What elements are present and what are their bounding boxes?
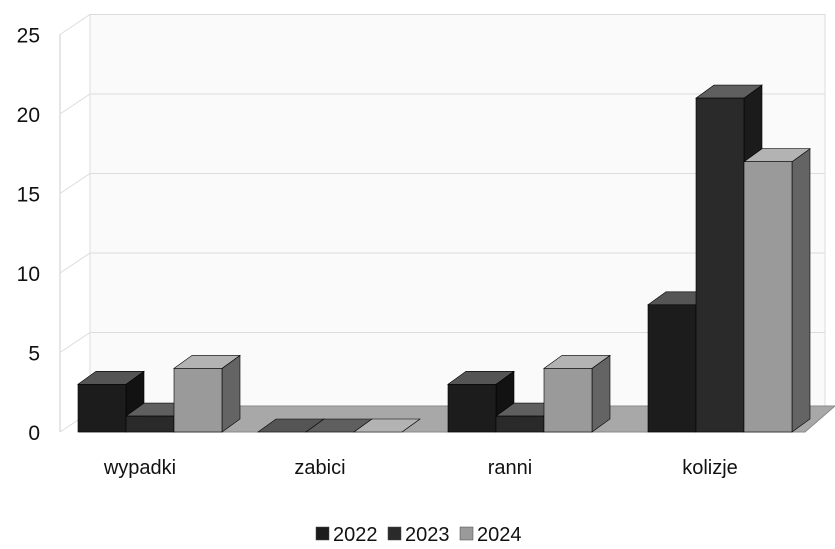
y-tick-label: 0: [28, 422, 40, 445]
bar-front: [77, 383, 127, 433]
bar-side: [591, 354, 611, 433]
x-tick-label: zabici: [294, 457, 345, 479]
bar-front: [173, 368, 223, 433]
bar-side: [791, 148, 811, 433]
bar-ranni-2022: [447, 370, 515, 433]
bar-ranni-2024: [543, 354, 611, 433]
legend: 2022 2023 2024: [315, 524, 522, 546]
legend-swatch: [387, 526, 402, 541]
bar-kolizje-2024: [743, 148, 811, 433]
bar-front: [647, 304, 697, 433]
bar-side: [221, 354, 241, 433]
y-tick-label: 5: [28, 343, 40, 366]
bar-front: [495, 415, 545, 433]
legend-swatch: [459, 526, 474, 541]
legend-swatch: [315, 526, 330, 541]
x-tick-label: wypadki: [103, 457, 176, 479]
bar-front: [743, 161, 793, 433]
y-axis: 0 5 10 15 20 25: [17, 25, 40, 446]
bar-wypadki-2024: [173, 354, 241, 433]
bar-zabici-2024: [353, 418, 421, 433]
bar-front: [125, 415, 175, 433]
bar-top: [353, 418, 421, 433]
legend-item-2022: 2022: [315, 524, 378, 546]
y-tick-label: 25: [17, 25, 40, 48]
x-axis: wypadki zabici ranni kolizje: [103, 457, 738, 479]
bar-front: [543, 368, 593, 433]
y-tick-label: 10: [17, 263, 40, 286]
y-tick-label: 15: [17, 184, 40, 207]
y-tick-label: 20: [17, 104, 40, 127]
bar-front: [695, 97, 745, 433]
legend-label: 2024: [477, 524, 522, 546]
bar-front: [447, 383, 497, 433]
bars: [77, 84, 811, 433]
legend-item-2024: 2024: [459, 524, 522, 546]
legend-label: 2023: [405, 524, 450, 546]
legend-label: 2022: [333, 524, 378, 546]
x-tick-label: ranni: [488, 457, 532, 479]
x-tick-label: kolizje: [682, 457, 738, 479]
legend-item-2023: 2023: [387, 524, 450, 546]
